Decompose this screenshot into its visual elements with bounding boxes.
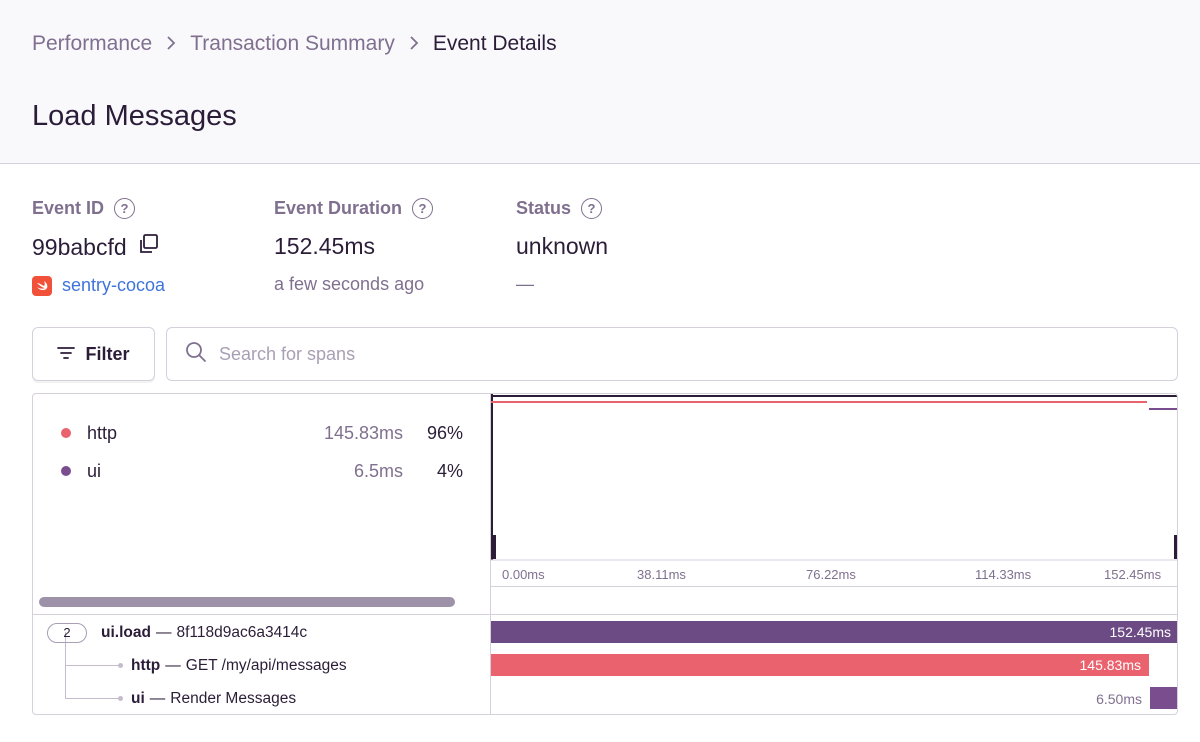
op-duration: 145.83ms xyxy=(323,422,403,443)
span-duration: 145.83ms xyxy=(1079,657,1141,673)
span-op: http xyxy=(131,656,161,674)
span-bar[interactable]: 152.45ms xyxy=(491,621,1177,643)
op-name: http xyxy=(87,422,118,443)
filter-icon xyxy=(57,344,76,365)
span-op: ui.load xyxy=(101,623,151,641)
tick-label: 76.22ms xyxy=(806,567,856,582)
ops-breakdown: http 145.83ms 96% ui 6.5ms 4% xyxy=(33,394,490,587)
tick-label: 114.33ms xyxy=(975,567,1032,582)
timeline-minimap[interactable] xyxy=(490,394,1178,587)
search-input[interactable] xyxy=(219,343,1119,365)
column-divider[interactable] xyxy=(490,587,491,714)
tree-connector xyxy=(65,698,119,699)
filter-label: Filter xyxy=(85,343,130,364)
event-id-label: Event ID xyxy=(32,198,105,218)
timeline-ticks: 0.00ms 38.11ms 76.22ms 114.33ms 152.45ms xyxy=(490,560,1177,588)
tick-label: 0.00ms xyxy=(502,567,545,582)
tree-connector xyxy=(65,665,119,666)
copy-icon[interactable] xyxy=(137,233,159,261)
span-duration: 6.50ms xyxy=(1096,690,1142,707)
page-header: Performance Transaction Summary Event De… xyxy=(0,0,1200,164)
op-row-http: http 145.83ms 96% xyxy=(61,421,471,445)
minimap-right-handle[interactable] xyxy=(1174,535,1178,559)
status-sub: — xyxy=(516,274,534,294)
op-percent: 96% xyxy=(426,422,463,443)
span-bar[interactable] xyxy=(1150,687,1177,709)
event-duration-label: Event Duration xyxy=(274,198,403,218)
op-percent: 4% xyxy=(436,460,463,481)
search-icon xyxy=(185,341,207,368)
span-description: Render Messages xyxy=(170,689,297,707)
span-bar-area: 145.83ms xyxy=(491,649,1177,682)
breadcrumb: Performance Transaction Summary Event De… xyxy=(32,32,557,56)
question-icon[interactable]: ? xyxy=(581,198,603,219)
status-section: Status ? unknown — xyxy=(516,198,608,295)
filter-button[interactable]: Filter xyxy=(32,327,155,381)
event-timestamp: a few seconds ago xyxy=(274,274,425,294)
op-color-dot xyxy=(61,428,71,438)
chevron-right-icon xyxy=(166,34,176,55)
breadcrumb-event-details: Event Details xyxy=(432,32,557,55)
event-duration-section: Event Duration ? 152.45ms a few seconds … xyxy=(274,198,434,295)
breadcrumb-transaction-summary[interactable]: Transaction Summary xyxy=(190,32,395,55)
tick-label: 38.11ms xyxy=(637,567,686,582)
tree-node-dot xyxy=(118,663,123,668)
span-bar-area: 152.45ms xyxy=(491,616,1177,649)
breadcrumb-performance[interactable]: Performance xyxy=(32,32,153,55)
span-row-ui[interactable]: ui — Render Messages 6.50ms xyxy=(33,682,1177,714)
chevron-right-icon xyxy=(409,34,419,55)
event-id-section: Event ID ? 99babcfd sentry-cocoa xyxy=(32,198,165,296)
span-row-http[interactable]: http — GET /my/api/messages 145.83ms xyxy=(33,649,1177,682)
op-name: ui xyxy=(87,460,102,481)
tree-node-dot xyxy=(118,696,123,701)
span-duration: 152.45ms xyxy=(1109,624,1171,640)
span-description: 8f118d9ac6a3414c xyxy=(176,623,308,641)
minimap-canvas xyxy=(491,394,1178,561)
op-row-ui: ui 6.5ms 4% xyxy=(61,459,471,483)
page-title: Load Messages xyxy=(32,100,237,132)
trace-view: http 145.83ms 96% ui 6.5ms 4% 0.00ms 38.… xyxy=(32,393,1178,715)
minimap-left-handle[interactable] xyxy=(491,535,496,559)
event-duration-value: 152.45ms xyxy=(274,233,376,259)
op-color-dot xyxy=(61,466,71,476)
scroll-thumb[interactable] xyxy=(39,597,455,607)
children-count-toggle[interactable]: 2 xyxy=(47,622,87,643)
status-value: unknown xyxy=(516,233,609,259)
span-search[interactable] xyxy=(166,327,1178,381)
event-id-value: 99babcfd xyxy=(32,233,127,260)
question-icon[interactable]: ? xyxy=(412,198,434,219)
span-row-ui-load[interactable]: 2 ui.load — 8f118d9ac6a3414c 152.45ms xyxy=(33,616,1177,649)
span-description: GET /my/api/messages xyxy=(185,656,347,674)
question-icon[interactable]: ? xyxy=(114,198,136,219)
swift-icon xyxy=(32,275,52,296)
horizontal-scrollbar xyxy=(33,587,1177,615)
status-label: Status xyxy=(516,198,572,218)
span-op: ui xyxy=(131,689,145,707)
op-duration: 6.5ms xyxy=(353,460,403,481)
span-bar-area: 6.50ms xyxy=(491,682,1177,714)
span-bar[interactable]: 145.83ms xyxy=(491,654,1149,676)
tick-label: 152.45ms xyxy=(1104,567,1162,582)
project-link[interactable]: sentry-cocoa xyxy=(62,275,166,295)
